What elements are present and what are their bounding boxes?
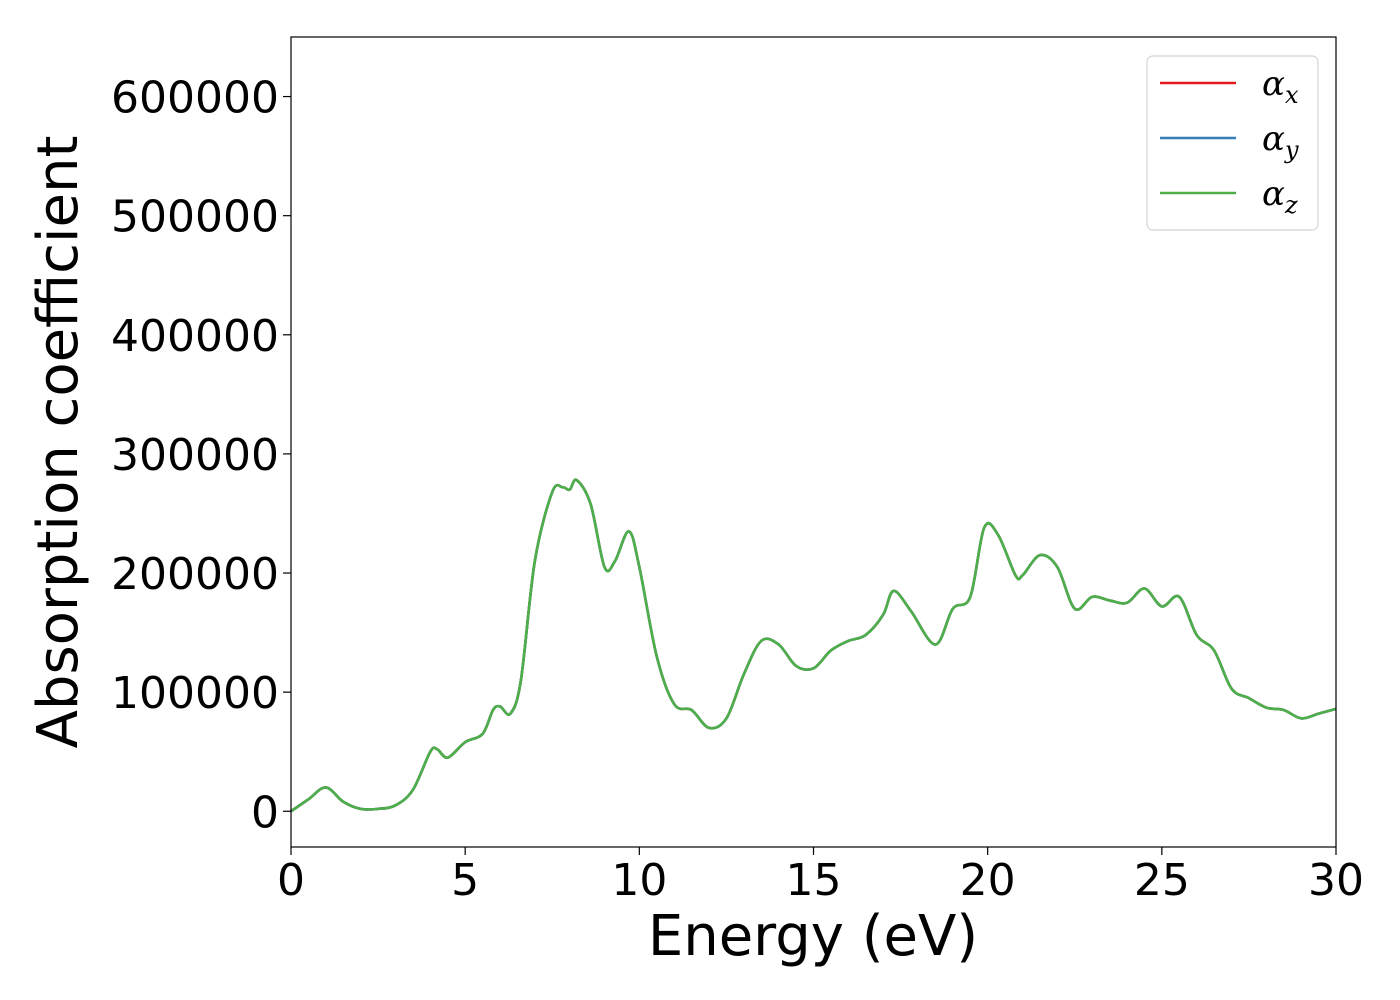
- y-axis: 0 100000 200000 300000 400000 500000 600000: [111, 73, 291, 838]
- y-tick-label: 600000: [111, 73, 279, 124]
- legend-symbol: α: [1262, 64, 1285, 104]
- legend-subscript: x: [1285, 81, 1299, 109]
- x-tick-label: 5: [451, 855, 479, 906]
- legend-symbol: α: [1262, 174, 1285, 214]
- legend-box: [1146, 55, 1319, 231]
- x-tick-label: 15: [786, 855, 842, 906]
- x-tick-label: 10: [611, 855, 667, 906]
- y-tick-label: 200000: [111, 549, 279, 600]
- series-layer: [290, 478, 1337, 813]
- y-axis-title: Absorption coefficient: [26, 136, 91, 749]
- x-axis-title: Energy (eV): [648, 904, 978, 969]
- y-tick-label: 400000: [111, 311, 279, 362]
- x-tick-label: 30: [1308, 855, 1364, 906]
- x-axis: 0 5 10 15 20 25 30: [277, 847, 1364, 906]
- legend-entry-alpha-y: αy: [1262, 119, 1299, 164]
- x-tick-label: 25: [1134, 855, 1190, 906]
- y-tick-label: 0: [251, 787, 279, 838]
- x-tick-label: 0: [277, 855, 305, 906]
- legend-symbol: α: [1262, 119, 1285, 159]
- legend-entry-alpha-x: αx: [1262, 64, 1299, 109]
- x-tick-label: 20: [960, 855, 1016, 906]
- legend-entry-alpha-z: αz: [1262, 174, 1298, 219]
- legend-subscript: z: [1284, 191, 1298, 219]
- y-tick-label: 100000: [111, 668, 279, 719]
- y-tick-label: 500000: [111, 192, 279, 243]
- y-tick-label: 300000: [111, 430, 279, 481]
- legend-subscript: y: [1284, 136, 1299, 164]
- series-alpha-z-line: [290, 478, 1337, 813]
